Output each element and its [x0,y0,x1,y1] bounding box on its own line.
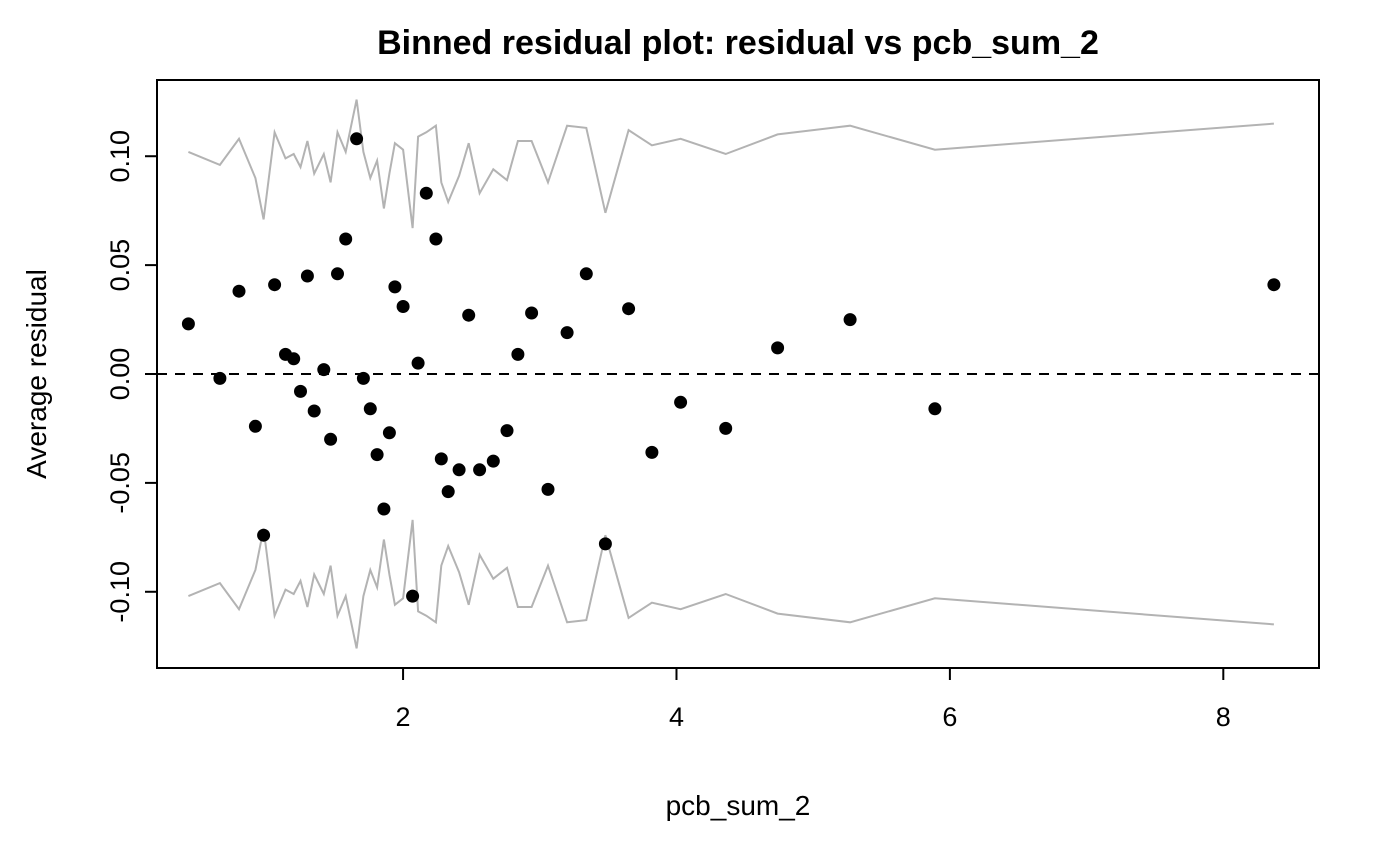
chart-title: Binned residual plot: residual vs pcb_su… [377,24,1099,62]
data-point [645,445,659,459]
y-tick-label: 0.10 [105,130,135,183]
data-point [719,421,733,435]
data-point [257,528,271,542]
data-points [181,132,1281,603]
y-tick-label: -0.05 [105,452,135,514]
data-point [434,452,448,466]
data-point [350,132,364,146]
data-point [560,326,574,340]
data-point [622,302,636,316]
data-point [370,448,384,462]
data-point [486,454,500,468]
x-axis-label: pcb_sum_2 [666,790,811,821]
data-point [843,313,857,327]
data-point [452,463,466,477]
x-tick-label: 2 [396,702,411,732]
data-point [324,432,338,446]
data-point [248,419,262,433]
data-point [307,404,321,418]
data-point [300,269,314,283]
x-tick-label: 6 [942,702,957,732]
y-axis-label: Average residual [21,269,52,479]
y-tick-label: -0.10 [105,561,135,623]
data-point [317,363,331,377]
data-point [213,371,227,385]
data-point [525,306,539,320]
data-point [411,356,425,370]
data-point [232,284,246,298]
data-point [462,308,476,322]
data-point [674,395,688,409]
data-point [511,347,525,361]
data-point [441,485,455,499]
data-point [579,267,593,281]
data-point [406,589,420,603]
lower-bound-line [188,519,1274,649]
data-point [928,402,942,416]
data-point [294,384,307,398]
data-point [287,352,301,366]
data-point [396,300,410,313]
data-point [331,267,344,281]
data-point [1267,278,1281,292]
data-point [429,232,443,246]
data-point [363,402,377,416]
data-point [473,463,487,477]
y-tick-label: 0.05 [105,239,135,292]
data-point [771,341,785,355]
data-point [181,317,195,331]
data-point [377,502,391,516]
data-point [339,232,353,246]
data-point [419,186,433,200]
data-point [268,278,282,292]
data-point [500,424,514,438]
axes: 2 4 6 8 -0.10 -0.05 0.00 0.05 0.10 [105,79,1320,732]
data-point [388,280,402,294]
data-point [382,426,396,440]
upper-bound-line [188,99,1274,229]
data-point [541,482,555,496]
y-tick-label: 0.00 [105,348,135,401]
x-tick-label: 4 [669,702,684,732]
data-point [356,371,370,385]
x-tick-label: 8 [1216,702,1231,732]
data-point [598,537,612,551]
